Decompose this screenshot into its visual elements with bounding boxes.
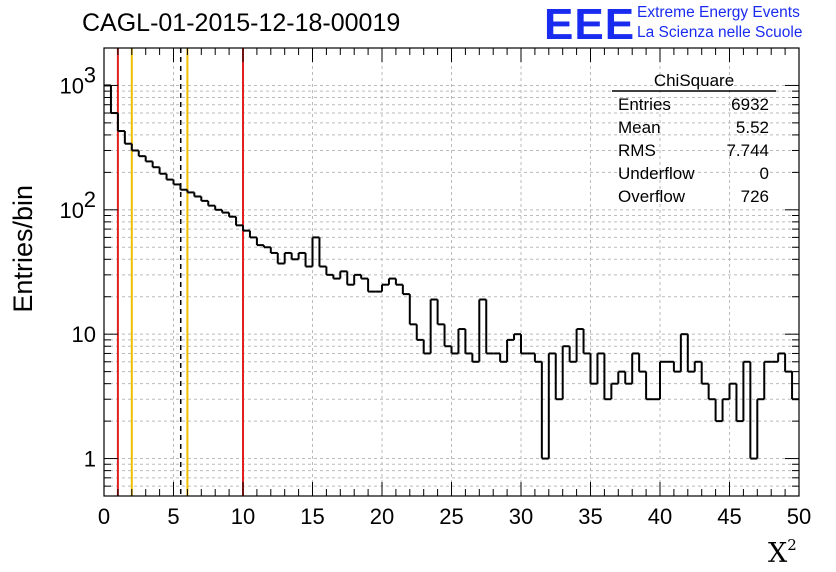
logo-tagline-2: La Scienza nelle Scuole: [637, 24, 803, 41]
x-tick-label: 30: [509, 504, 533, 529]
stats-row-label: Overflow: [618, 187, 686, 206]
grid: [104, 48, 799, 496]
logo-mark: EEE: [544, 0, 636, 49]
y-tick-label-exponent: 3: [84, 62, 96, 87]
stats-row-value: 5.52: [736, 118, 769, 137]
x-tick-label: 15: [300, 504, 324, 529]
x-tick-label: 50: [787, 504, 811, 529]
y-tick-label: 10: [60, 73, 84, 98]
stats-row-label: Entries: [618, 95, 671, 114]
x-tick-label: 0: [98, 504, 110, 529]
vertical-markers: [116, 48, 244, 496]
stats-row-value: 6932: [731, 95, 769, 114]
x-tick-label: 40: [648, 504, 672, 529]
stats-title: ChiSquare: [654, 71, 734, 90]
y-tick-label: 10: [72, 322, 96, 347]
x-tick-label: 45: [717, 504, 741, 529]
x-axis-label-text: X: [768, 538, 788, 569]
stats-row-value: 726: [741, 187, 769, 206]
stats-row-value: 7.744: [726, 141, 769, 160]
logo-tagline-1: Extreme Energy Events: [637, 4, 800, 21]
y-tick-label: 10: [60, 198, 84, 223]
x-axis-label-sup: 2: [787, 536, 797, 554]
y-tick-label: 1: [84, 447, 96, 472]
x-tick-label: 20: [370, 504, 394, 529]
x-tick-label: 10: [231, 504, 255, 529]
chart-title: CAGL-01-2015-12-18-00019: [82, 9, 401, 37]
stats-row-label: Underflow: [618, 164, 695, 183]
x-tick-label: 25: [439, 504, 463, 529]
stats-row-label: RMS: [618, 141, 656, 160]
stats-box: ChiSquare Entries 6932 Mean 5.52 RMS 7.744 Unde…: [612, 71, 776, 206]
histogram: [104, 84, 799, 460]
x-tick-label: 35: [578, 504, 602, 529]
x-tick-label: 5: [167, 504, 179, 529]
x-axis-label: X2: [768, 536, 797, 569]
stats-row-value: 0: [760, 164, 769, 183]
y-tick-label-exponent: 2: [84, 187, 96, 212]
logo: EEE Extreme Energy Events La Scienza nel…: [540, 0, 830, 49]
stats-row-label: Mean: [618, 118, 661, 137]
